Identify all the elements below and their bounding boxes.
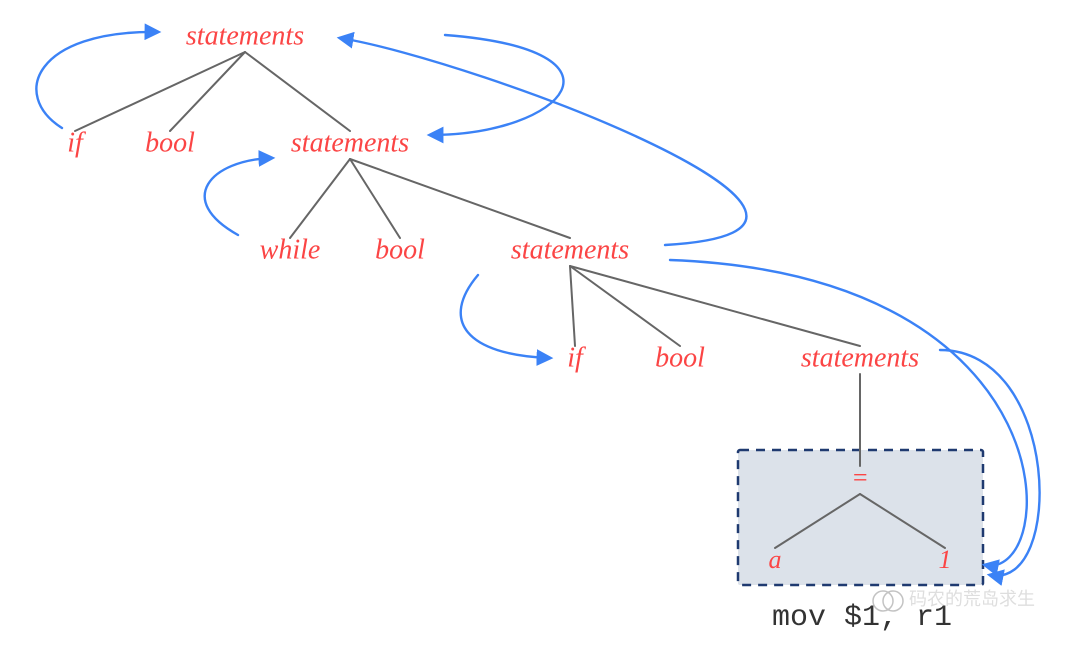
tree-edge xyxy=(350,159,570,238)
tree-edge xyxy=(350,159,400,238)
tree-edge xyxy=(570,266,575,346)
node-if0: if xyxy=(67,127,86,158)
node-stmts2: statements xyxy=(511,234,629,265)
flow-arrow xyxy=(36,32,158,128)
node-bool2: bool xyxy=(655,342,705,373)
node-stmts0: statements xyxy=(186,20,304,51)
node-eq: = xyxy=(851,463,869,492)
tree-edge xyxy=(570,266,860,346)
tree-edge xyxy=(290,159,350,238)
tree-edge xyxy=(570,266,680,346)
node-if2: if xyxy=(567,342,586,373)
watermark-text: 码农的荒岛求生 xyxy=(909,589,1035,609)
tree-edge xyxy=(75,52,245,131)
node-bool0: bool xyxy=(145,127,195,158)
node-stmts3: statements xyxy=(801,342,919,373)
node-while: while xyxy=(260,234,321,265)
flow-arrow xyxy=(205,158,272,235)
node-one: 1 xyxy=(939,545,952,574)
tree-edge xyxy=(245,52,350,131)
tree-edge xyxy=(170,52,245,131)
node-bool1: bool xyxy=(375,234,425,265)
node-stmts1: statements xyxy=(291,127,409,158)
node-a: a xyxy=(769,545,782,574)
syntax-tree-diagram: statements if bool statements while bool state… xyxy=(0,0,1080,654)
flow-arrow xyxy=(430,35,563,135)
flow-arrow xyxy=(461,275,550,358)
